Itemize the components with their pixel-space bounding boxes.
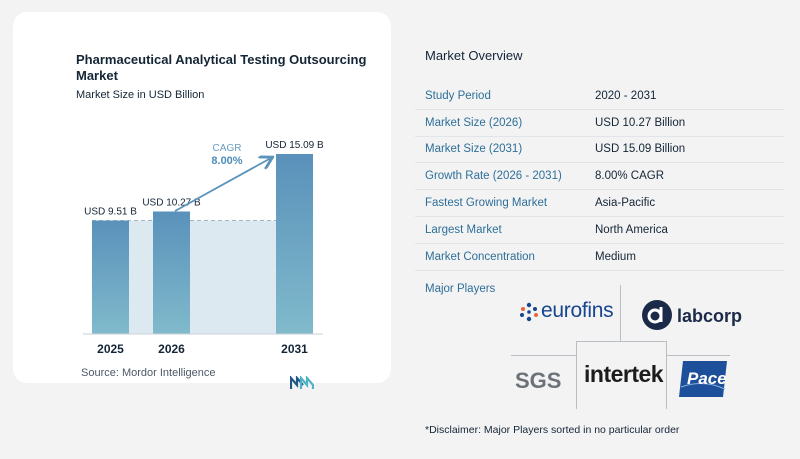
bar-chart: USD 9.51 B 2025 USD 10.27 B 2026 USD 15.09 B…	[83, 140, 324, 356]
table-row: Largest Market North America	[415, 217, 784, 244]
row-label: Growth Rate (2026 - 2031)	[425, 170, 562, 183]
major-players-logos: eurofins labcorp SGS intertek Pace	[505, 285, 745, 415]
row-label: Largest Market	[425, 223, 502, 236]
chart-subtitle: Market Size in USD Billion	[76, 89, 205, 101]
mordor-intelligence-logo-icon	[290, 376, 314, 389]
market-overview-panel: Market Overview Study Period 2020 - 2031…	[415, 0, 800, 459]
intertek-logo: intertek	[584, 361, 664, 387]
row-value: Asia-Pacific	[595, 197, 656, 210]
tick-label-2025: 2025	[97, 342, 124, 356]
pace-wordmark: Pace	[687, 369, 727, 388]
major-players-label: Major Players	[425, 283, 496, 295]
chart-title: Pharmaceutical Analytical Testing Outsou…	[76, 52, 367, 83]
table-row: Study Period 2020 - 2031	[415, 83, 784, 110]
data-label-2031: USD 15.09 B	[265, 140, 324, 151]
table-row: Growth Rate (2026 - 2031) 8.00% CAGR	[415, 163, 784, 191]
divider	[666, 355, 730, 356]
eurofins-logo: eurofins	[519, 299, 639, 325]
row-label: Market Concentration	[425, 250, 535, 263]
cagr-value: 8.00%	[211, 155, 242, 167]
row-label: Market Size (2031)	[425, 143, 523, 156]
row-label: Study Period	[425, 89, 491, 102]
pace-logo: Pace	[677, 359, 729, 399]
row-value: 8.00% CAGR	[595, 170, 665, 183]
eurofins-dots-icon	[520, 302, 538, 322]
divider	[511, 355, 576, 356]
divider	[620, 285, 621, 341]
bar-2025	[92, 220, 129, 334]
table-row: Fastest Growing Market Asia-Pacific	[415, 190, 784, 217]
row-value: 2020 - 2031	[595, 89, 657, 102]
labcorp-mark-icon	[642, 300, 672, 330]
divider	[576, 341, 666, 342]
eurofins-wordmark: eurofins	[541, 299, 614, 322]
cagr-arrow	[174, 158, 271, 212]
bar-2031	[276, 154, 313, 334]
table-row: Market Size (2031) USD 15.09 Billion	[415, 137, 784, 164]
overview-table: Study Period 2020 - 2031 Market Size (20…	[415, 83, 784, 271]
labcorp-wordmark: labcorp	[677, 306, 743, 326]
chart-card: USD 9.51 B 2025 USD 10.27 B 2026 USD 15.09 B…	[13, 12, 391, 389]
row-value: North America	[595, 223, 668, 236]
data-label-2025: USD 9.51 B	[84, 207, 137, 218]
source-text: Source: Mordor Intelligence	[81, 367, 216, 379]
pace-badge-icon	[679, 361, 727, 397]
divider	[666, 341, 667, 409]
sgs-logo: SGS	[515, 368, 562, 393]
tick-label-2031: 2031	[281, 342, 308, 356]
row-value: USD 15.09 Billion	[595, 143, 686, 156]
disclaimer-text: *Disclaimer: Major Players sorted in no …	[425, 424, 680, 436]
row-label: Fastest Growing Market	[425, 197, 548, 210]
labcorp-logo: labcorp	[641, 299, 743, 333]
tick-label-2026: 2026	[158, 342, 185, 356]
cagr-label: CAGR	[213, 143, 242, 154]
row-value: Medium	[595, 250, 636, 263]
bar-2026	[153, 211, 190, 334]
row-value: USD 10.27 Billion	[595, 116, 686, 129]
row-label: Market Size (2026)	[425, 116, 523, 129]
table-row: Market Size (2026) USD 10.27 Billion	[415, 110, 784, 137]
data-label-2026: USD 10.27 B	[142, 197, 201, 208]
divider	[576, 341, 577, 409]
table-row: Market Concentration Medium	[415, 244, 784, 271]
overview-title: Market Overview	[425, 48, 523, 63]
